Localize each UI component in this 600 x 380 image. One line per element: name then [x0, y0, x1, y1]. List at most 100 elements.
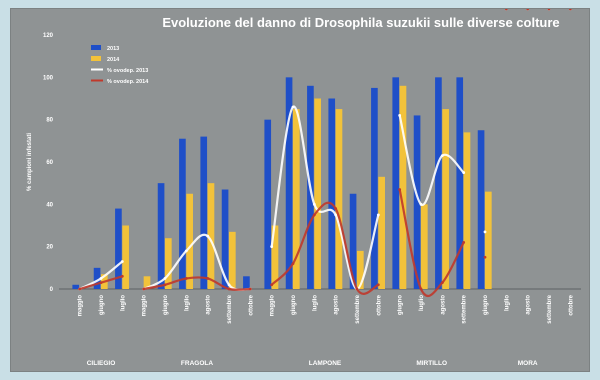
category-label: settembre [462, 294, 468, 323]
line--ovodep-2013 [270, 105, 380, 291]
bar-2013 [413, 115, 421, 289]
point--ovodep-2014 [547, 9, 551, 11]
y-tick-label: 20 [46, 245, 53, 251]
chart-legend: 2013 2014 % ovodep. 2013 % ovodep. 2014 [91, 45, 149, 85]
category-label: agosto [334, 295, 340, 315]
bar-2014 [293, 109, 300, 289]
point--ovodep-2014 [163, 283, 167, 287]
point--ovodep-2013 [99, 277, 103, 280]
bar-2014 [165, 238, 172, 289]
bar-2014 [421, 204, 428, 289]
point--ovodep-2014 [376, 283, 380, 287]
point--ovodep-2014 [568, 9, 572, 11]
category-label: ottobre [248, 294, 254, 315]
category-label: luglio [312, 295, 318, 311]
legend-swatch [91, 56, 101, 61]
chart-lines [78, 9, 572, 297]
bar-2014 [271, 225, 279, 289]
bar-2013 [285, 77, 293, 289]
point--ovodep-2013 [291, 105, 295, 109]
bar-2014 [485, 191, 492, 289]
point--ovodep-2014 [419, 287, 423, 291]
point--ovodep-2014 [398, 188, 402, 191]
point--ovodep-2013 [120, 260, 124, 263]
category-label: giugno [398, 295, 404, 315]
category-label: settembre [227, 294, 233, 323]
point--ovodep-2013 [440, 154, 444, 158]
bar-2014 [143, 276, 151, 289]
point--ovodep-2014 [270, 283, 274, 287]
bar-2013 [264, 119, 272, 290]
point--ovodep-2014 [462, 241, 466, 244]
bar-2013 [157, 183, 165, 289]
bar-2014 [207, 183, 215, 289]
bar-2013 [371, 87, 378, 290]
point--ovodep-2013 [462, 171, 466, 174]
category-label: ottobre [568, 294, 574, 315]
point--ovodep-2013 [184, 249, 188, 253]
bar-2014 [378, 176, 385, 289]
category-label: giugno [99, 295, 105, 315]
point--ovodep-2014 [440, 281, 444, 285]
y-tick-label: 40 [46, 202, 53, 208]
bar-2014 [399, 85, 407, 289]
category-label: settembre [355, 294, 361, 323]
legend-label: % ovodep. 2013 [107, 68, 148, 74]
point--ovodep-2013 [483, 230, 487, 234]
category-label: agosto [526, 295, 532, 315]
chart-labels: maggio giugno luglio CILIEGIO maggio giugno lu… [78, 294, 575, 367]
line--ovodep-2014 [398, 189, 465, 297]
point--ovodep-2014 [120, 274, 124, 278]
bar-2013 [93, 267, 101, 289]
line--ovodep-2014 [143, 276, 251, 291]
line--ovodep-2013 [398, 115, 465, 206]
bar-2013 [349, 193, 357, 289]
bar-2013 [200, 136, 208, 289]
line--ovodep-2013 [143, 233, 251, 292]
legend-label: 2014 [107, 57, 120, 63]
point--ovodep-2013 [206, 234, 210, 238]
point--ovodep-2013 [376, 213, 380, 217]
chart-bars [72, 77, 492, 290]
chart-svg: Evoluzione del danno di Drosophila suzuk… [27, 9, 581, 367]
point--ovodep-2014 [99, 281, 103, 285]
bar-2013 [456, 77, 464, 289]
line--ovodep-2014 [270, 201, 379, 295]
bar-2014 [186, 193, 193, 289]
category-label: giugno [483, 295, 489, 315]
point--ovodep-2014 [334, 207, 338, 210]
category-label: settembre [547, 294, 553, 323]
point--ovodep-2014 [526, 9, 530, 11]
point--ovodep-2014 [355, 287, 359, 291]
category-label: agosto [440, 295, 446, 315]
category-label: maggio [142, 295, 148, 317]
category-label: luglio [419, 295, 425, 311]
category-label: luglio [120, 295, 126, 311]
bar-2013 [115, 208, 122, 289]
y-tick-label: 80 [46, 118, 53, 124]
bar-2014 [229, 231, 236, 289]
y-tick-label: 120 [43, 33, 54, 39]
point--ovodep-2013 [227, 283, 231, 287]
group-label: FRAGOLA [181, 360, 213, 367]
legend-label: 2013 [107, 46, 119, 52]
point--ovodep-2014 [227, 287, 231, 291]
bar-2013 [477, 130, 485, 289]
point--ovodep-2013 [312, 202, 316, 206]
point--ovodep-2014 [142, 287, 146, 291]
chart-panel: Evoluzione del danno di Drosophila suzuk… [10, 8, 590, 372]
bar-2013 [221, 189, 229, 289]
point--ovodep-2014 [504, 9, 508, 11]
category-label: ottobre [376, 294, 382, 315]
point--ovodep-2013 [270, 245, 274, 249]
point--ovodep-2013 [334, 213, 338, 217]
y-tick-label: 60 [46, 160, 53, 166]
bar-2013 [435, 77, 442, 289]
bar-2013 [243, 276, 250, 289]
group-label: LAMPONE [309, 360, 342, 367]
bar-2014 [442, 109, 449, 289]
y-axis-label: % campioni infestati [27, 133, 33, 191]
legend-swatch [91, 45, 101, 50]
bar-2014 [357, 250, 364, 289]
